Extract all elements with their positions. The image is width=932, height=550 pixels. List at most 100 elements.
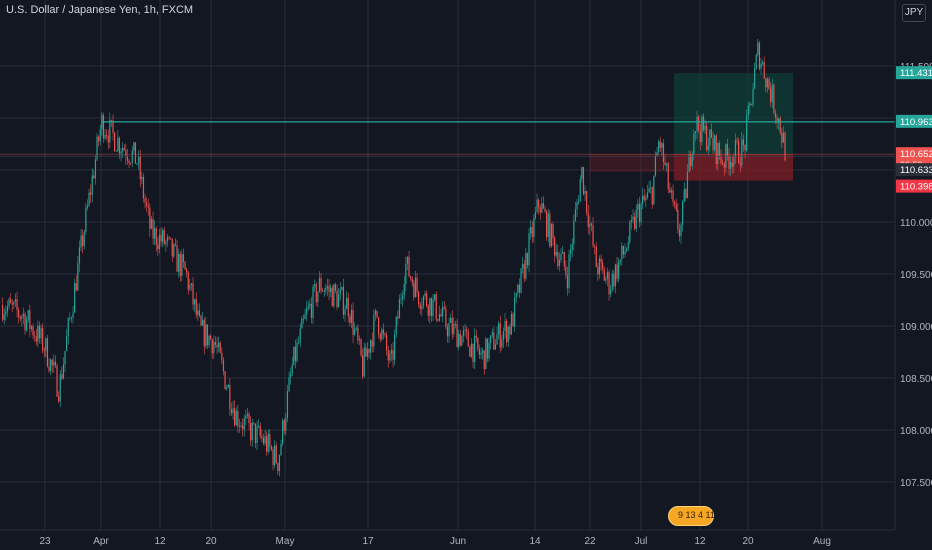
candle-body bbox=[146, 202, 148, 206]
candle-body bbox=[330, 287, 332, 292]
candle-body bbox=[432, 299, 434, 316]
x-tick-label: Apr bbox=[93, 536, 109, 547]
candle-body bbox=[662, 143, 665, 162]
candle-body bbox=[488, 342, 490, 359]
candle-body bbox=[472, 343, 474, 363]
candle-body bbox=[147, 205, 149, 208]
candle-body bbox=[26, 319, 28, 331]
candle-body bbox=[685, 189, 687, 199]
candle-body bbox=[554, 237, 556, 256]
candle-body bbox=[709, 129, 711, 146]
candle-body bbox=[414, 277, 417, 298]
candle-body bbox=[541, 203, 543, 213]
candle-body bbox=[30, 326, 33, 330]
candle-body bbox=[706, 125, 708, 151]
candle-body bbox=[419, 304, 421, 309]
candle-body bbox=[67, 318, 69, 337]
candle-body bbox=[307, 305, 309, 309]
candle-body bbox=[675, 204, 677, 210]
candle-body bbox=[77, 263, 79, 291]
price-label-text: 110.963 bbox=[900, 117, 932, 128]
candle-body bbox=[461, 335, 463, 346]
candle-body bbox=[520, 268, 522, 293]
candle-body bbox=[192, 283, 194, 305]
stream-badge[interactable]: 9 13 4 11 bbox=[668, 506, 715, 526]
candle-body bbox=[347, 297, 349, 317]
candle-body bbox=[245, 416, 247, 419]
candle-body bbox=[400, 299, 402, 300]
candle-body bbox=[246, 413, 249, 417]
candle-body bbox=[179, 253, 181, 277]
candle-body bbox=[774, 112, 777, 118]
candle-body bbox=[501, 339, 503, 348]
candle-body bbox=[770, 88, 772, 103]
candle-body bbox=[138, 156, 140, 164]
candle-body bbox=[622, 245, 625, 255]
candle-body bbox=[29, 310, 31, 330]
candle-body bbox=[373, 315, 375, 347]
price-label-text: 110.633 bbox=[900, 165, 932, 176]
candle-body bbox=[219, 342, 221, 353]
candle-body bbox=[200, 315, 202, 326]
candle-body bbox=[133, 142, 135, 151]
candle-body bbox=[502, 331, 505, 340]
candle-body bbox=[242, 425, 244, 430]
candle-body bbox=[478, 348, 481, 355]
candle-body bbox=[574, 209, 577, 221]
candle-body bbox=[42, 328, 44, 351]
candle-body bbox=[576, 202, 578, 210]
candle-body bbox=[742, 139, 745, 146]
candle-body bbox=[782, 132, 785, 143]
candle-body bbox=[302, 318, 305, 320]
candle-body bbox=[693, 133, 695, 155]
candle-body bbox=[718, 143, 721, 156]
candle-body bbox=[763, 62, 765, 79]
candle-body bbox=[214, 342, 217, 345]
candle-body bbox=[59, 374, 61, 402]
candle-body bbox=[562, 252, 564, 254]
candle-body bbox=[512, 313, 514, 327]
candle-body bbox=[626, 248, 628, 252]
candle-body bbox=[424, 293, 426, 297]
candle-body bbox=[526, 253, 529, 266]
candle-body bbox=[696, 116, 698, 132]
candle-body bbox=[568, 254, 570, 289]
candle-body bbox=[406, 256, 409, 264]
candle-body bbox=[715, 135, 717, 165]
candle-body bbox=[773, 84, 775, 113]
currency-button[interactable]: JPY bbox=[902, 4, 926, 22]
candle-body bbox=[109, 119, 111, 143]
candle-body bbox=[486, 338, 489, 359]
candle-body bbox=[640, 203, 642, 223]
candle-body bbox=[238, 425, 241, 427]
candle-body bbox=[581, 167, 583, 179]
candle-body bbox=[141, 176, 143, 180]
candle-body bbox=[317, 291, 319, 303]
candle-body bbox=[173, 244, 175, 257]
candle-body bbox=[10, 299, 12, 304]
candle-body bbox=[6, 306, 9, 312]
candle-body bbox=[170, 237, 172, 239]
candle-body bbox=[403, 283, 405, 296]
candle-body bbox=[659, 141, 661, 148]
candle-body bbox=[122, 147, 124, 152]
price-label-box bbox=[896, 179, 932, 193]
candle-body bbox=[62, 364, 65, 379]
candle-body bbox=[496, 334, 498, 345]
candle-body bbox=[336, 290, 338, 308]
candle-body bbox=[64, 350, 66, 365]
candle-body bbox=[702, 116, 705, 131]
candle-body bbox=[483, 350, 485, 370]
candle-body bbox=[768, 78, 770, 89]
candle-body bbox=[155, 228, 157, 245]
candle-body bbox=[14, 299, 17, 302]
candle-body bbox=[240, 425, 242, 427]
candle-body bbox=[51, 359, 53, 366]
candle-body bbox=[166, 236, 169, 242]
candle-body bbox=[523, 263, 525, 279]
candle-body bbox=[53, 361, 55, 366]
candle-body bbox=[749, 103, 751, 106]
candle-body bbox=[437, 319, 439, 321]
candle-body bbox=[469, 346, 471, 357]
